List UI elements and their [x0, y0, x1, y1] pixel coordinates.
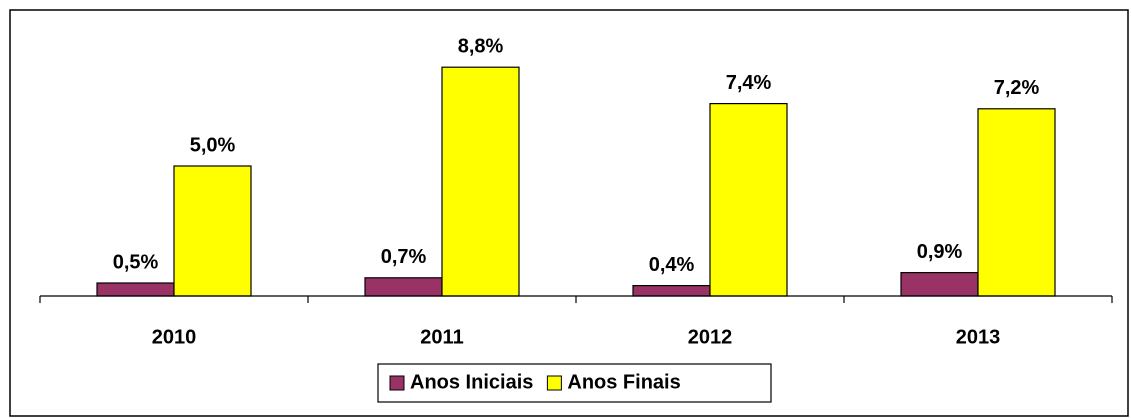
data-label: 7,4%	[726, 72, 772, 94]
legend-swatch	[389, 375, 405, 391]
x-tick-label: 2013	[956, 326, 1001, 348]
data-label: 5,0%	[190, 134, 236, 156]
bar	[173, 165, 252, 297]
data-label: 0,4%	[649, 254, 695, 276]
bar	[96, 282, 175, 297]
x-tick-label: 2010	[152, 326, 197, 348]
bar	[364, 277, 443, 297]
x-tick-label: 2012	[688, 326, 733, 348]
bar	[441, 66, 520, 297]
legend-box	[377, 363, 772, 403]
bar	[632, 285, 711, 297]
data-label: 7,2%	[994, 77, 1040, 99]
bar	[977, 108, 1056, 297]
data-label: 0,9%	[917, 241, 963, 263]
legend-swatch	[546, 375, 562, 391]
data-label: 0,5%	[113, 251, 159, 273]
x-tick-label: 2011	[420, 326, 463, 348]
bar	[900, 272, 979, 297]
data-label: 0,7%	[381, 246, 427, 268]
bar	[709, 102, 788, 297]
data-label: 8,8%	[458, 35, 504, 57]
legend-label: Anos Finais	[567, 371, 680, 393]
legend-label: Anos Iniciais	[410, 371, 533, 393]
